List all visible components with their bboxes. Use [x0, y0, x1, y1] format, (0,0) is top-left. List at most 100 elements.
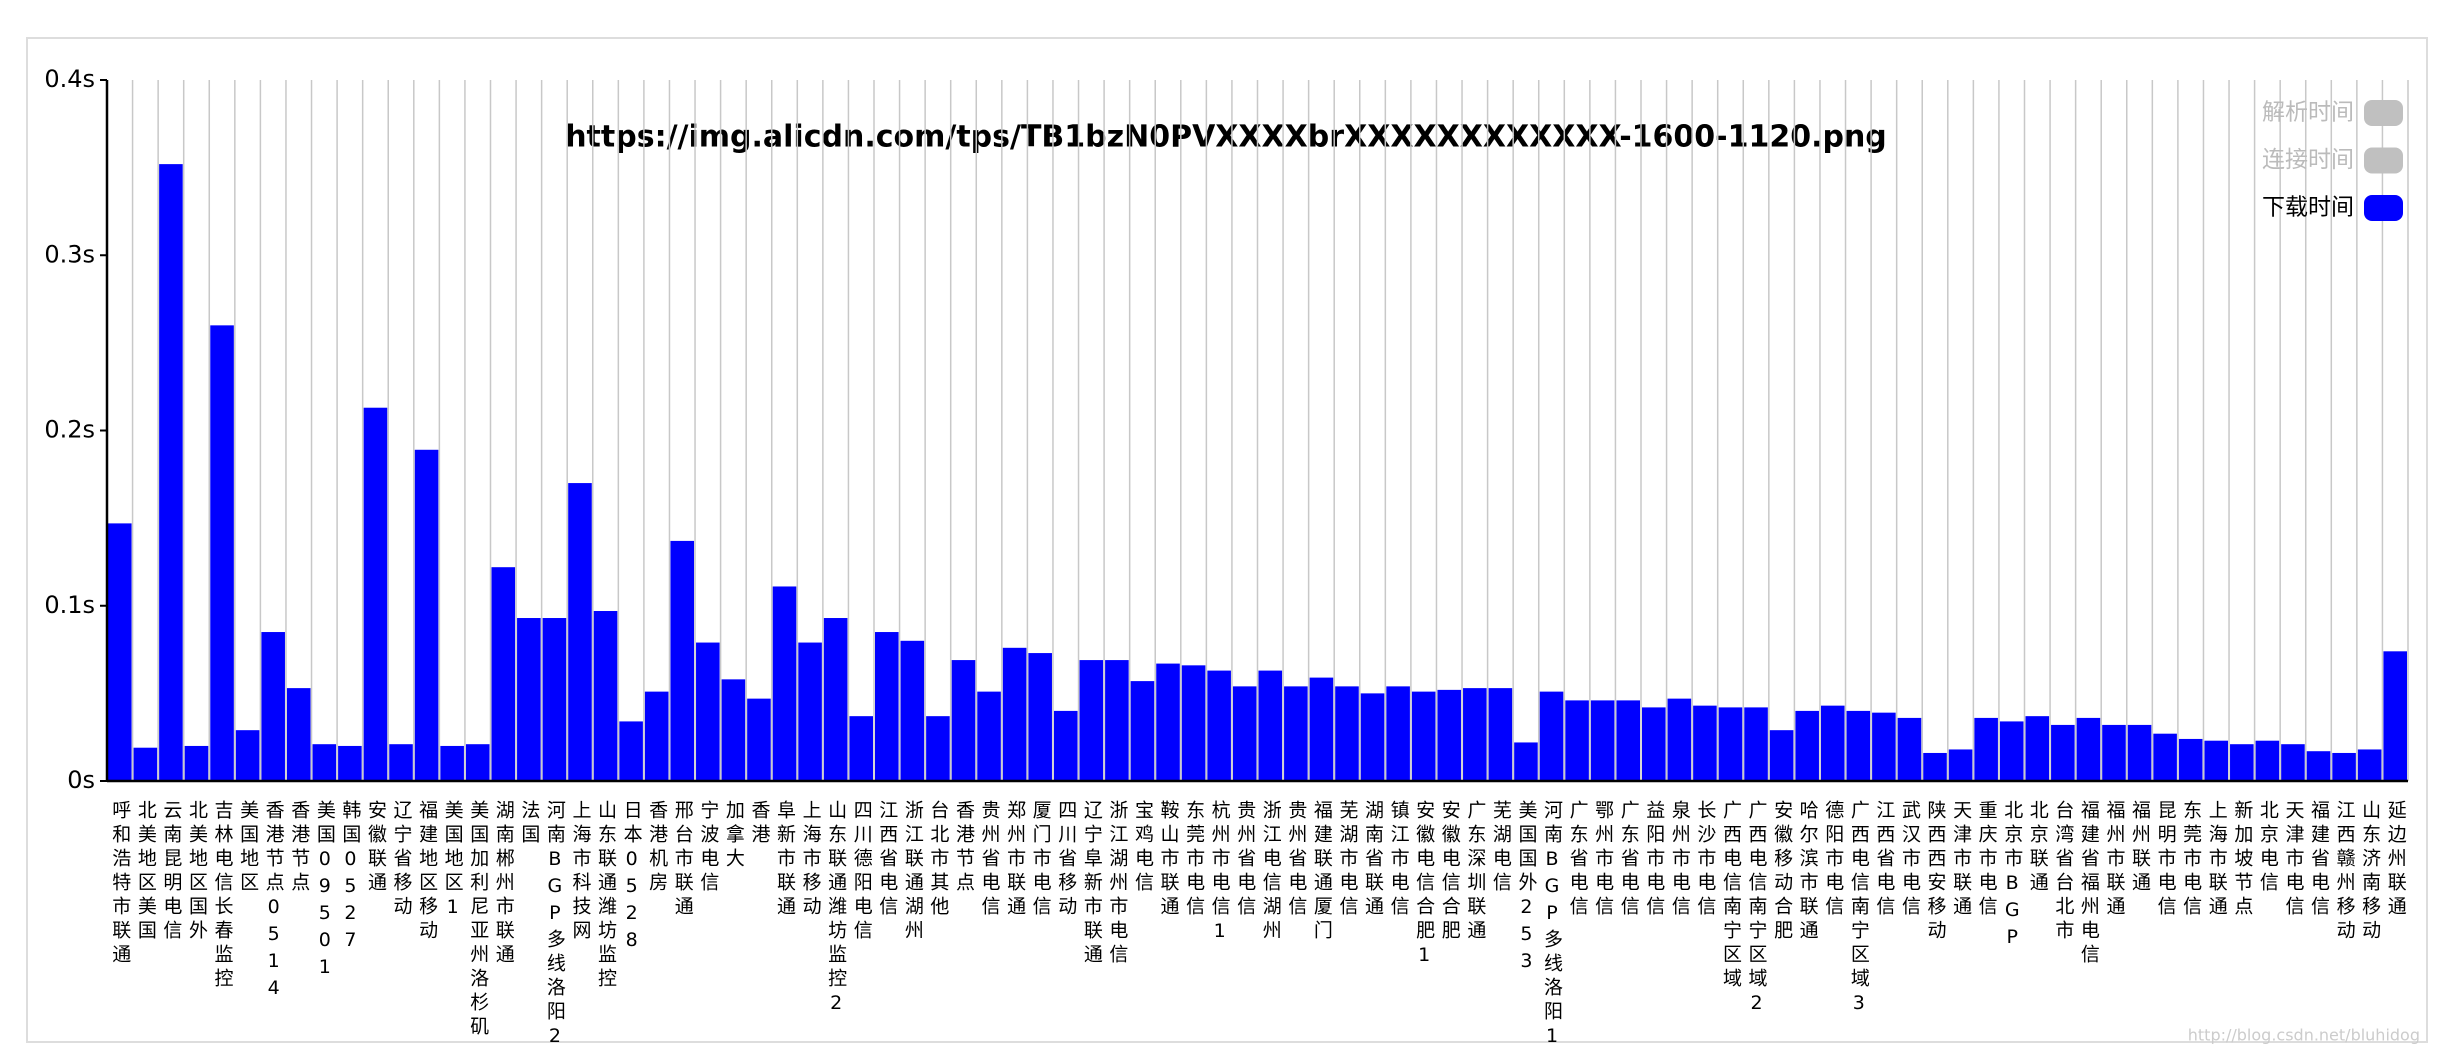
- x-tick-label: 香港节点0514: [263, 800, 285, 1004]
- bar: [696, 642, 720, 781]
- bar: [517, 618, 541, 781]
- y-tick-label: 0.3s: [44, 240, 95, 268]
- x-tick-label: 贵州省电信: [1234, 800, 1256, 920]
- x-tick-label: 福建联通厦门: [1311, 800, 1333, 944]
- x-tick-label: 美国地区: [237, 800, 259, 896]
- bar: [1565, 700, 1589, 781]
- bar: [389, 744, 413, 781]
- bar: [1718, 707, 1743, 781]
- bar: [1411, 691, 1436, 781]
- x-tick-label: 镇江市电信: [1388, 800, 1410, 920]
- y-tick-label: 0.2s: [44, 416, 95, 444]
- bar: [1488, 688, 1513, 781]
- bar: [593, 611, 618, 781]
- bar: [977, 691, 1001, 781]
- bar: [2230, 744, 2254, 781]
- bar: [1156, 663, 1180, 781]
- bar: [1923, 752, 1947, 781]
- bar: [1744, 707, 1768, 781]
- x-tick-label: 昆明市电信: [2155, 800, 2177, 920]
- x-tick-label: 美国加利尼亚州洛杉矶: [467, 800, 489, 1040]
- bar: [2383, 651, 2407, 781]
- legend-swatch[interactable]: [2364, 195, 2403, 221]
- x-tick-label: 江西省电信: [1873, 800, 1895, 920]
- bar: [1514, 742, 1538, 781]
- x-tick-label: 北京电信: [2257, 800, 2279, 896]
- bar: [1335, 686, 1359, 781]
- x-tick-label: 山东济南移动: [2359, 800, 2381, 944]
- x-tick-label: 武汉市电信: [1899, 800, 1921, 920]
- bar: [619, 721, 643, 781]
- bar: [1872, 712, 1896, 781]
- x-tick-label: 浙江湖州市电信: [1106, 800, 1128, 968]
- x-tick-label: 吉林电信长春监控: [212, 800, 234, 992]
- x-tick-label: 湖南省联通: [1362, 800, 1384, 920]
- bar: [1693, 705, 1717, 781]
- x-tick-label: 天津市电信: [2282, 800, 2304, 920]
- bar: [2025, 716, 2050, 781]
- bar: [721, 679, 746, 781]
- x-tick-label: 广东深圳联通: [1464, 800, 1486, 944]
- bar: [798, 642, 822, 781]
- bar: [1386, 686, 1410, 781]
- bar: [235, 730, 260, 781]
- bar: [440, 745, 464, 781]
- x-tick-label: 益阳市电信: [1643, 800, 1665, 920]
- bar: [261, 632, 285, 781]
- x-tick-label: 台北市其他: [927, 800, 949, 920]
- x-tick-label: 北美地区美国: [135, 800, 157, 944]
- x-tick-label: 长沙市电信: [1694, 800, 1716, 920]
- bar: [1795, 710, 1819, 781]
- bar: [1105, 660, 1129, 781]
- bar: [491, 567, 516, 781]
- bar: [1820, 705, 1845, 781]
- bar: [1999, 721, 2024, 781]
- bar: [363, 407, 388, 781]
- x-tick-label: 广西电信南宁区域2: [1746, 800, 1768, 1019]
- legend-label: 解析时间: [2262, 100, 2354, 126]
- x-tick-label: 美国地区1: [442, 800, 464, 923]
- x-tick-label: 北京市BGP: [2001, 800, 2023, 953]
- legend-swatch[interactable]: [2364, 100, 2403, 126]
- bar: [1284, 686, 1308, 781]
- x-tick-label: 阜新市联通: [774, 800, 796, 920]
- x-tick-label: 福州联通: [2129, 800, 2151, 896]
- bar: [2051, 724, 2075, 781]
- x-tick-label: 江西省电信: [876, 800, 898, 920]
- bar: [747, 698, 771, 781]
- bar: [1590, 700, 1615, 781]
- x-tick-label: 陕西西安移动: [1925, 800, 1947, 944]
- bar: [2281, 744, 2305, 781]
- bar: [1974, 717, 1998, 781]
- x-tick-label: 四川德阳电信: [851, 800, 873, 944]
- x-tick-label: 山东联通潍坊监控: [595, 800, 617, 992]
- legend-label: 下载时间: [2262, 195, 2354, 221]
- x-tick-label: 天津市联通: [1950, 800, 1972, 920]
- legend-label: 连接时间: [2262, 147, 2354, 173]
- bar: [823, 618, 848, 781]
- bar: [1079, 660, 1104, 781]
- x-tick-label: 邢台市联通: [672, 800, 694, 920]
- legend-swatch[interactable]: [2364, 147, 2403, 174]
- x-tick-label: 北美地区国外: [186, 800, 208, 944]
- bar: [1181, 665, 1206, 781]
- y-tick-label: 0s: [67, 766, 95, 794]
- bar: [1130, 681, 1155, 781]
- x-tick-label: 广东省电信: [1567, 800, 1589, 920]
- bar: [1769, 730, 1794, 781]
- bar: [568, 483, 592, 781]
- bar: [2076, 717, 2101, 781]
- x-tick-label: 辽宁阜新市联通: [1081, 800, 1103, 968]
- bar: [1642, 707, 1666, 781]
- x-tick-label: 鄂州市电信: [1592, 800, 1614, 920]
- bar: [772, 586, 797, 781]
- x-tick-label: 厦门市电信: [1030, 800, 1052, 920]
- x-tick-label: 德阳市电信: [1822, 800, 1844, 920]
- x-tick-label: 安徽电信合肥: [1439, 800, 1461, 944]
- x-tick-label: 安徽移动合肥: [1771, 800, 1793, 944]
- x-tick-label: 芜湖电信: [1490, 800, 1512, 896]
- x-tick-label: 辽宁省移动: [391, 800, 413, 920]
- x-tick-label: 东莞市电信: [1183, 800, 1205, 920]
- x-tick-label: 浙江电信湖州: [1260, 800, 1282, 944]
